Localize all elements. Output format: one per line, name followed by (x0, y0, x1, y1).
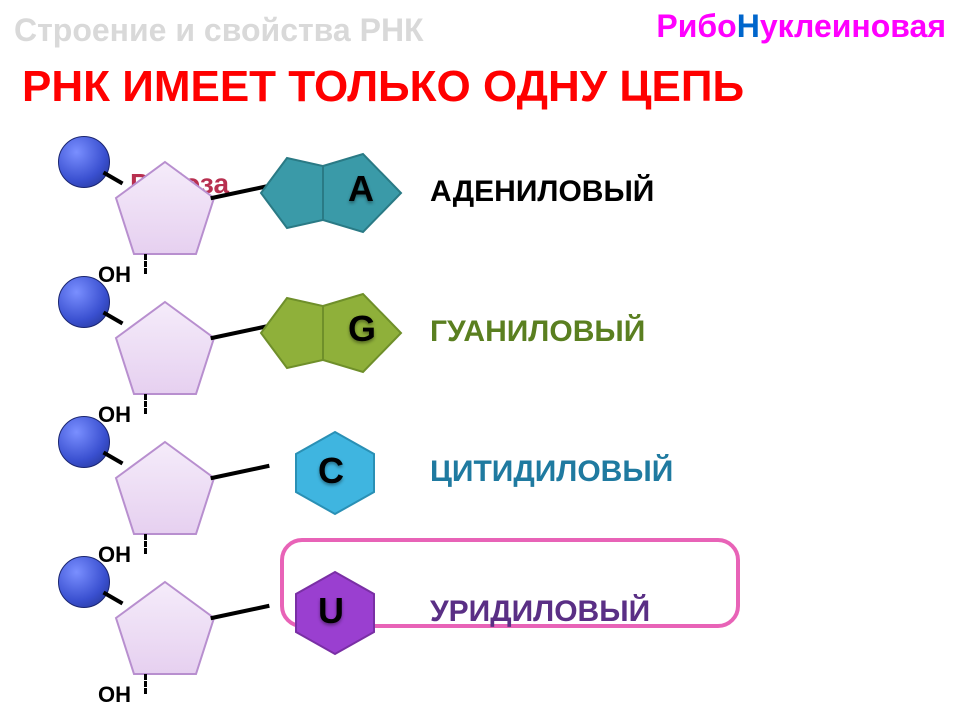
oh-label: OH (98, 682, 131, 708)
header-right-r: Р (656, 8, 677, 44)
nucleotide-name: АДЕНИЛОВЫЙ (430, 175, 654, 209)
nucleotide-row: OH CЦИТИДИЛОВЫЙ (30, 410, 930, 550)
nucleotide-row: OH GГУАНИЛОВЫЙ (30, 270, 930, 410)
ribose-pentagon (110, 438, 220, 538)
rna-diagram: Рибоза OH ААДЕНИЛОВЫЙ OH GГУАНИЛОВЫЙ (30, 130, 930, 710)
base-shape (255, 288, 405, 378)
nucleotide-name: ЦИТИДИЛОВЫЙ (430, 455, 673, 489)
phosphate-sphere (58, 136, 110, 188)
page-title: РНК ИМЕЕТ ТОЛЬКО ОДНУ ЦЕПЬ (22, 62, 744, 112)
nucleotide-name: ГУАНИЛОВЫЙ (430, 315, 645, 349)
base-letter: C (318, 450, 344, 492)
slide: Строение и свойства РНК РибоНуклеиновая … (0, 0, 960, 720)
ribose-pentagon (110, 578, 220, 678)
phosphate-sphere (58, 416, 110, 468)
base-letter: G (348, 308, 376, 350)
header-right-n: Н (737, 8, 760, 44)
header: Строение и свойства РНК РибоНуклеиновая (0, 8, 960, 58)
base-letter: U (318, 590, 344, 632)
ribose-pentagon (110, 158, 220, 258)
phosphate-sphere (58, 276, 110, 328)
header-right-ibo: ибо (678, 8, 737, 44)
base-letter: А (348, 168, 374, 210)
bond-dashed (144, 674, 147, 694)
phosphate-sphere (58, 556, 110, 608)
base-shape (255, 148, 405, 238)
header-right: РибоНуклеиновая (656, 8, 946, 45)
nucleotide-name: УРИДИЛОВЫЙ (430, 595, 650, 629)
nucleotide-row: OH UУРИДИЛОВЫЙ (30, 550, 930, 690)
header-left: Строение и свойства РНК (14, 12, 424, 49)
header-right-rest: уклеиновая (760, 8, 946, 44)
ribose-pentagon (110, 298, 220, 398)
nucleotide-row: OH ААДЕНИЛОВЫЙ (30, 130, 930, 270)
